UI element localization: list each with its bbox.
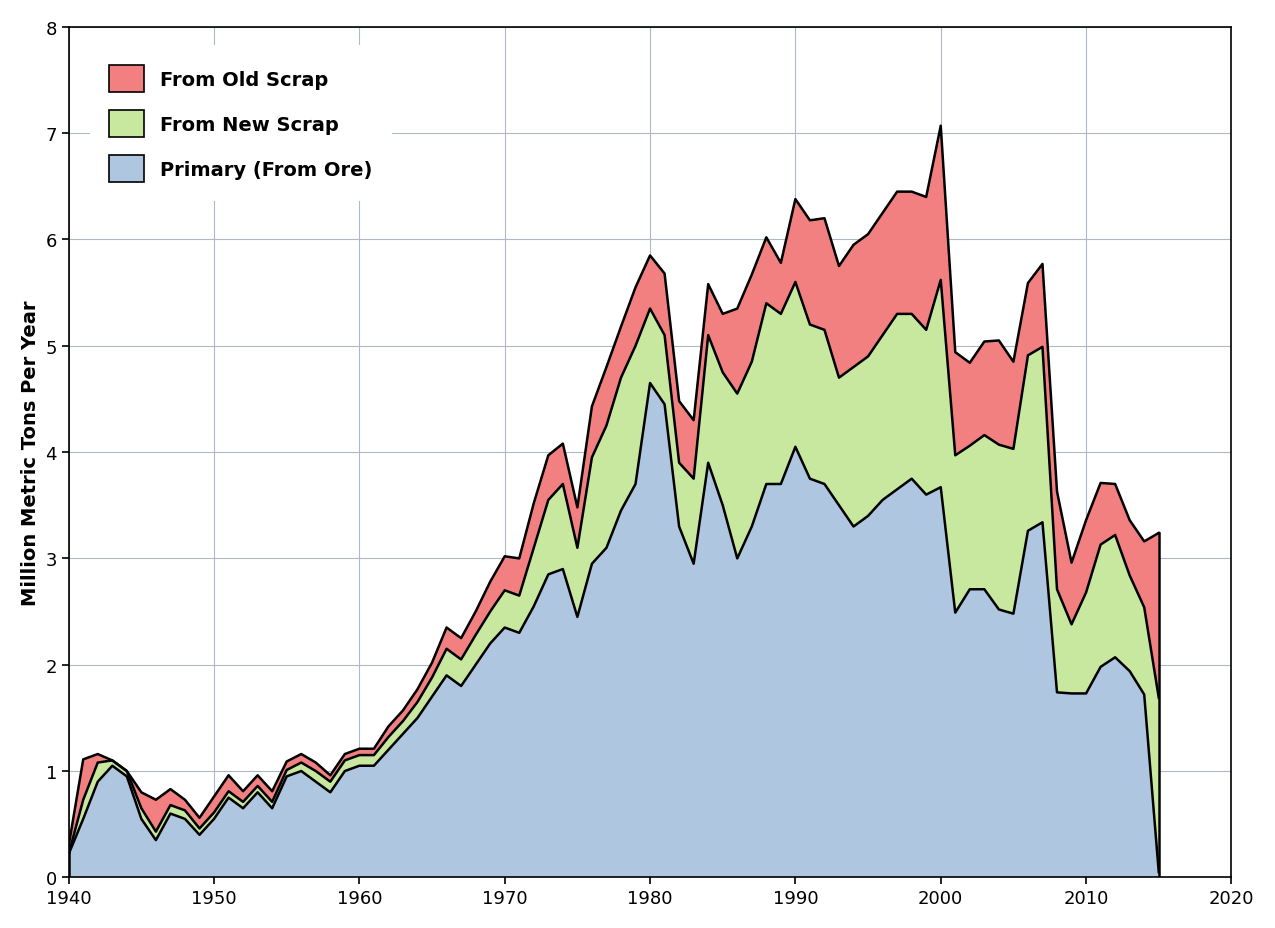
Legend: From Old Scrap, From New Scrap, Primary (From Ore): From Old Scrap, From New Scrap, Primary … [91, 46, 391, 202]
Y-axis label: Million Metric Tons Per Year: Million Metric Tons Per Year [20, 300, 40, 605]
